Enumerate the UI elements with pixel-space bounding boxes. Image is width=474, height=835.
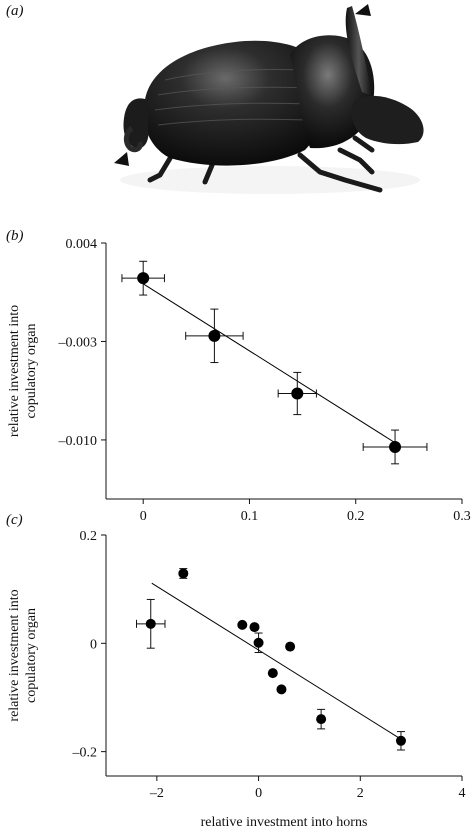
- y-axis-label-line2: copulatory organ: [24, 324, 39, 419]
- y-tick-label: –0.2: [72, 746, 98, 761]
- arrow-horn-icon: [355, 4, 371, 16]
- data-point: [267, 668, 278, 679]
- data-point: [137, 272, 150, 285]
- aedeagus-hook: [123, 125, 143, 153]
- data-point: [395, 735, 406, 746]
- chart-c: –2 0 2 4 0.2 0 –0.2 relative investment into cop…: [7, 529, 466, 830]
- x-tick-label: 0.3: [453, 509, 471, 524]
- arrow-organ-icon: [114, 152, 129, 166]
- data-point: [145, 618, 156, 629]
- y-tick-label: –0.010: [58, 434, 98, 449]
- x-tick-label: 0: [140, 509, 147, 524]
- y-tick-label: –0.003: [58, 335, 98, 350]
- y-tick-label: 0.2: [80, 529, 98, 544]
- data-point: [178, 568, 189, 579]
- elytra: [143, 40, 325, 166]
- data-point: [276, 684, 287, 695]
- x-tick-label: 0: [255, 786, 262, 801]
- data-point: [291, 387, 304, 400]
- x-tick-label: –2: [149, 786, 164, 801]
- x-axis-label: relative investment into horns: [201, 815, 368, 830]
- y-tick-label: 0.004: [66, 237, 98, 252]
- data-point: [237, 619, 248, 630]
- x-tick-label: 2: [357, 786, 364, 801]
- x-tick-label: 0.1: [241, 509, 259, 524]
- data-point: [253, 637, 264, 648]
- head: [351, 95, 424, 145]
- data-point: [249, 622, 260, 633]
- beetle-photo: [114, 4, 424, 194]
- y-tick-label: 0: [90, 637, 97, 652]
- y-axis-label: relative investment into copulatory organ: [7, 589, 39, 721]
- panel-label-a: (a): [6, 3, 24, 19]
- y-axis-label-line1: relative investment into: [7, 305, 22, 437]
- panel-label-c: (c): [6, 512, 23, 528]
- data-point: [208, 329, 221, 342]
- regression-line: [151, 582, 402, 740]
- chart-b: 0 0.1 0.2 0.3 0.004 –0.003 –0.010 relative inve…: [7, 237, 471, 524]
- data-point: [389, 440, 402, 453]
- abdomen-tip: [123, 98, 149, 149]
- data-point: [285, 641, 296, 652]
- horn: [345, 6, 372, 96]
- x-tick-label: 0.2: [347, 509, 365, 524]
- regression-line: [142, 283, 396, 444]
- x-tick-label: 4: [459, 786, 466, 801]
- y-axis-label-line2: copulatory organ: [24, 608, 39, 703]
- data-point: [316, 714, 327, 725]
- panel-label-b: (b): [6, 228, 24, 244]
- elytra-striae: [154, 68, 313, 126]
- y-axis-label: relative investment into copulatory organ: [7, 305, 39, 437]
- shadow: [120, 166, 420, 194]
- y-axis-label-line1: relative investment into: [7, 589, 22, 721]
